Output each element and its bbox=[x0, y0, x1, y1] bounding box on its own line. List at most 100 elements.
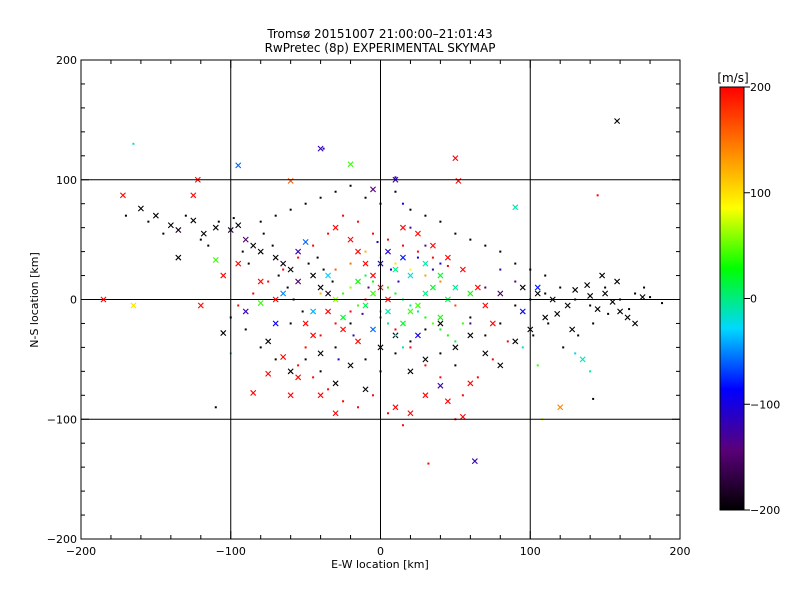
data-point-dot bbox=[312, 376, 315, 379]
data-point-x bbox=[614, 118, 621, 125]
colorbar bbox=[719, 86, 745, 511]
data-point-x bbox=[452, 344, 459, 351]
data-point-dot bbox=[349, 310, 352, 313]
data-point-x bbox=[609, 298, 616, 305]
data-point-dot bbox=[446, 334, 449, 337]
data-point-dot bbox=[386, 286, 389, 289]
y-tick-label: 200 bbox=[56, 54, 77, 67]
data-point-x bbox=[295, 248, 302, 255]
data-point-dot bbox=[319, 196, 322, 199]
data-point-dot bbox=[334, 322, 337, 325]
data-point-x bbox=[489, 320, 496, 327]
data-point-dot bbox=[334, 190, 337, 193]
data-point-dot bbox=[352, 334, 355, 337]
data-point-dot bbox=[199, 238, 202, 241]
data-point-dot bbox=[634, 292, 637, 295]
data-point-x bbox=[287, 266, 294, 273]
data-point-dot bbox=[289, 208, 292, 211]
data-point-x bbox=[569, 326, 576, 333]
data-point-dot bbox=[394, 352, 397, 355]
data-point-dot bbox=[499, 322, 502, 325]
data-point-dot bbox=[643, 286, 646, 289]
data-point-dot bbox=[252, 292, 255, 295]
data-point-dot bbox=[357, 406, 360, 409]
data-point-x bbox=[414, 302, 421, 309]
data-point-dot bbox=[394, 292, 397, 295]
data-point-x bbox=[455, 177, 462, 184]
data-point-x bbox=[467, 290, 474, 297]
data-point-x bbox=[437, 320, 444, 327]
data-point-x bbox=[325, 308, 332, 315]
data-point-dot bbox=[401, 346, 404, 349]
data-point-dot bbox=[409, 268, 412, 271]
data-point-x bbox=[542, 314, 549, 321]
data-point-dot bbox=[439, 262, 442, 265]
data-point-dot bbox=[361, 312, 364, 315]
data-point-dot bbox=[274, 214, 277, 217]
data-point-dot bbox=[241, 250, 244, 253]
data-point-dot bbox=[469, 316, 472, 319]
data-point-x bbox=[534, 290, 541, 297]
data-point-x bbox=[265, 338, 272, 345]
data-point-x bbox=[422, 392, 429, 399]
data-point-dot bbox=[469, 322, 472, 325]
data-point-x bbox=[422, 290, 429, 297]
data-point-dot bbox=[364, 250, 367, 253]
data-point-dot bbox=[424, 274, 427, 277]
y-tick-label: 100 bbox=[56, 174, 77, 187]
x-tick-label: 200 bbox=[670, 545, 691, 558]
data-point-x bbox=[257, 278, 264, 285]
data-point-dot bbox=[319, 292, 322, 295]
data-point-dot bbox=[327, 388, 330, 391]
data-point-x bbox=[302, 239, 309, 246]
data-point-dot bbox=[461, 322, 464, 325]
data-point-x bbox=[355, 278, 362, 285]
data-point-x bbox=[190, 192, 197, 199]
data-point-x bbox=[512, 338, 519, 345]
data-point-x bbox=[471, 458, 478, 465]
colorbar-tick-label: 0 bbox=[750, 293, 757, 306]
data-point-dot bbox=[409, 304, 412, 307]
data-point-dot bbox=[342, 400, 345, 403]
data-point-x bbox=[370, 290, 377, 297]
data-point-x bbox=[429, 242, 436, 249]
data-point-dot bbox=[454, 232, 457, 235]
data-point-x bbox=[459, 413, 466, 420]
y-axis-label: N-S location [km] bbox=[28, 252, 41, 348]
data-point-x bbox=[534, 284, 541, 291]
data-point-dot bbox=[439, 328, 442, 331]
data-point-x bbox=[212, 256, 219, 263]
data-point-dot bbox=[357, 220, 360, 223]
data-point-dot bbox=[349, 286, 352, 289]
data-point-x bbox=[175, 227, 182, 234]
data-point-x bbox=[340, 326, 347, 333]
data-point-x bbox=[317, 350, 324, 357]
data-point-dot bbox=[589, 370, 592, 373]
data-point-dot bbox=[342, 292, 345, 295]
data-point-x bbox=[265, 370, 272, 377]
data-point-dot bbox=[349, 322, 352, 325]
data-point-dot bbox=[389, 268, 392, 271]
data-point-x bbox=[272, 320, 279, 327]
data-point-x bbox=[362, 302, 369, 309]
data-point-dot bbox=[484, 286, 487, 289]
data-point-x bbox=[639, 294, 646, 301]
data-point-dot bbox=[342, 214, 345, 217]
data-point-dot bbox=[289, 322, 292, 325]
data-point-dot bbox=[322, 147, 325, 150]
data-point-x bbox=[617, 308, 624, 315]
data-point-dot bbox=[409, 346, 412, 349]
data-point-x bbox=[287, 177, 294, 184]
data-point-dot bbox=[372, 280, 375, 283]
data-point-dot bbox=[454, 364, 457, 367]
x-tick-label: 100 bbox=[520, 545, 541, 558]
data-point-dot bbox=[394, 190, 397, 193]
data-point-dot bbox=[331, 280, 334, 283]
data-point-dot bbox=[424, 244, 427, 247]
data-point-x bbox=[295, 374, 302, 381]
data-point-x bbox=[557, 404, 564, 411]
data-point-x bbox=[317, 284, 324, 291]
data-point-x bbox=[242, 236, 249, 243]
data-point-x bbox=[167, 222, 174, 229]
data-point-x bbox=[587, 292, 594, 299]
